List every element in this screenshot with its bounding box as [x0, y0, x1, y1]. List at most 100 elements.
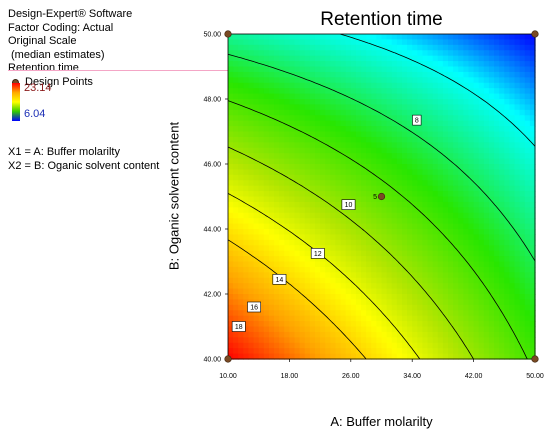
- surface-cell: [228, 256, 234, 263]
- surface-cell: [268, 272, 275, 279]
- surface-cell: [371, 104, 377, 111]
- surface-cell: [509, 50, 516, 57]
- surface-cell: [243, 88, 250, 95]
- surface-cell: [391, 126, 398, 133]
- surface-cell: [483, 44, 490, 51]
- surface-cell: [325, 180, 331, 187]
- surface-cell: [361, 331, 367, 338]
- surface-cell: [519, 250, 526, 257]
- surface-cell: [453, 266, 459, 273]
- surface-cell: [407, 310, 413, 317]
- surface-cell: [274, 256, 280, 263]
- surface-cell: [519, 93, 526, 100]
- surface-cell: [529, 66, 536, 73]
- surface-cell: [494, 136, 500, 143]
- surface-cell: [417, 93, 424, 100]
- surface-cell: [268, 120, 275, 127]
- surface-cell: [386, 266, 393, 273]
- surface-cell: [417, 218, 424, 225]
- surface-cell: [494, 212, 500, 219]
- surface-cell: [488, 61, 495, 68]
- surface-cell: [335, 120, 342, 127]
- surface-cell: [376, 196, 383, 203]
- surface-cell: [468, 174, 475, 181]
- surface-cell: [248, 147, 255, 154]
- surface-cell: [304, 158, 311, 165]
- surface-cell: [320, 239, 326, 246]
- surface-cell: [417, 180, 424, 187]
- surface-cell: [381, 283, 388, 290]
- surface-cell: [463, 250, 470, 257]
- surface-cell: [494, 250, 500, 257]
- surface-cell: [371, 153, 377, 160]
- surface-cell: [473, 88, 480, 95]
- surface-cell: [391, 299, 398, 306]
- surface-cell: [238, 256, 244, 263]
- surface-cell: [355, 164, 362, 171]
- surface-cell: [437, 169, 444, 176]
- surface-cell: [238, 277, 244, 284]
- surface-cell: [233, 158, 239, 165]
- surface-cell: [437, 283, 444, 290]
- surface-cell: [422, 348, 429, 355]
- surface-cell: [376, 180, 383, 187]
- surface-cell: [279, 34, 285, 41]
- surface-cell: [478, 229, 485, 236]
- surface-cell: [325, 88, 331, 95]
- surface-cell: [238, 158, 244, 165]
- surface-cell: [427, 131, 434, 138]
- surface-cell: [488, 120, 495, 127]
- surface-cell: [320, 55, 326, 62]
- surface-cell: [391, 283, 398, 290]
- surface-cell: [473, 288, 480, 295]
- surface-cell: [345, 153, 352, 160]
- surface-cell: [448, 223, 454, 230]
- surface-cell: [453, 337, 459, 344]
- surface-cell: [432, 120, 439, 127]
- surface-cell: [468, 185, 475, 192]
- surface-cell: [448, 207, 454, 214]
- surface-cell: [314, 50, 321, 57]
- surface-cell: [274, 196, 280, 203]
- surface-cell: [314, 71, 321, 78]
- surface-cell: [350, 158, 357, 165]
- surface-cell: [391, 115, 398, 122]
- surface-cell: [366, 147, 372, 154]
- surface-cell: [432, 342, 439, 349]
- surface-cell: [340, 272, 347, 279]
- surface-cell: [279, 294, 285, 301]
- surface-cell: [391, 310, 398, 317]
- surface-cell: [248, 272, 255, 279]
- surface-cell: [381, 158, 388, 165]
- surface-cell: [371, 239, 377, 246]
- surface-cell: [274, 66, 280, 73]
- surface-cell: [314, 158, 321, 165]
- surface-cell: [473, 223, 480, 230]
- surface-cell: [407, 304, 413, 311]
- surface-cell: [263, 348, 270, 355]
- surface-cell: [412, 261, 418, 268]
- surface-cell: [427, 99, 434, 106]
- surface-cell: [422, 337, 429, 344]
- surface-cell: [299, 261, 306, 268]
- surface-cell: [529, 99, 536, 106]
- surface-cell: [366, 266, 372, 273]
- surface-cell: [355, 250, 362, 257]
- surface-cell: [345, 147, 352, 154]
- surface-cell: [325, 109, 331, 116]
- surface-cell: [458, 88, 464, 95]
- surface-cell: [366, 310, 372, 317]
- surface-cell: [289, 229, 296, 236]
- surface-cell: [494, 120, 500, 127]
- surface-cell: [448, 218, 454, 225]
- surface-cell: [514, 239, 521, 246]
- surface-cell: [417, 88, 424, 95]
- surface-cell: [524, 239, 531, 246]
- surface-cell: [284, 61, 290, 68]
- surface-cell: [263, 337, 270, 344]
- surface-cell: [412, 104, 418, 111]
- surface-cell: [248, 77, 255, 84]
- surface-cell: [529, 288, 536, 295]
- surface-cell: [396, 44, 403, 51]
- surface-cell: [448, 201, 454, 208]
